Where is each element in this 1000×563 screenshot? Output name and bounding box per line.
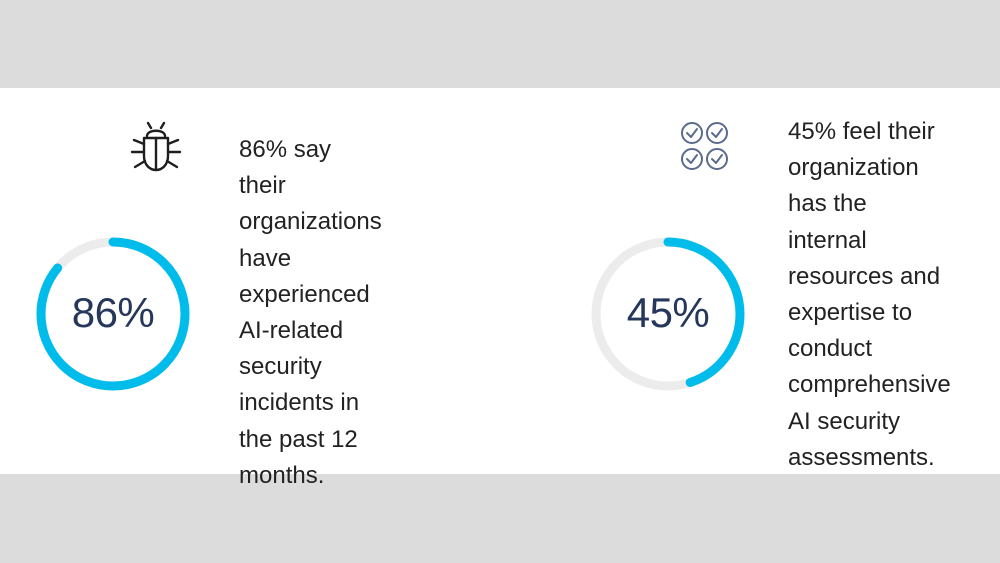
progress-ring-fill	[591, 237, 745, 391]
stats-panel: 86% 86% say their organizations have exp…	[0, 88, 1000, 489]
bug-icon	[130, 121, 182, 172]
stat-description-line: conduct	[788, 335, 873, 363]
stat-value: 86%	[71, 289, 155, 336]
stat-description-line: AI security	[788, 407, 901, 435]
stat-description-line: assessments.	[788, 443, 935, 471]
stat-description-line: organizations	[239, 208, 382, 236]
stat-description-line: 45% feel their	[788, 118, 935, 145]
stat-description-line: internal	[788, 226, 867, 254]
stat-description-line: expertise to	[788, 299, 913, 327]
stat-description-line: the past 12	[239, 425, 358, 453]
stat-description-line: resources and	[788, 262, 941, 290]
stat-description: 86% say their organizations have experie…	[239, 132, 382, 494]
stat-description-line: comprehensive	[788, 371, 951, 399]
stat-description-line: organization	[788, 154, 919, 182]
stat-value: 45%	[626, 289, 710, 336]
stat-description-line: experienced	[239, 280, 370, 308]
stat-description-line: have	[239, 244, 292, 272]
stat-description-line: 86% say their	[239, 136, 332, 200]
progress-ring	[36, 237, 190, 391]
stat-description-line: incidents in	[239, 389, 360, 417]
stat-description-line: months.	[239, 461, 325, 489]
progress-ring	[591, 237, 745, 391]
stat-description-line: has the	[788, 190, 867, 218]
stat-description-line: AI-related	[239, 317, 344, 345]
stat-description: 45% feel their organization has the inte…	[788, 114, 951, 476]
progress-ring-fill	[36, 237, 190, 391]
checklist-icon	[681, 122, 728, 170]
stat-description-line: security	[239, 353, 322, 381]
